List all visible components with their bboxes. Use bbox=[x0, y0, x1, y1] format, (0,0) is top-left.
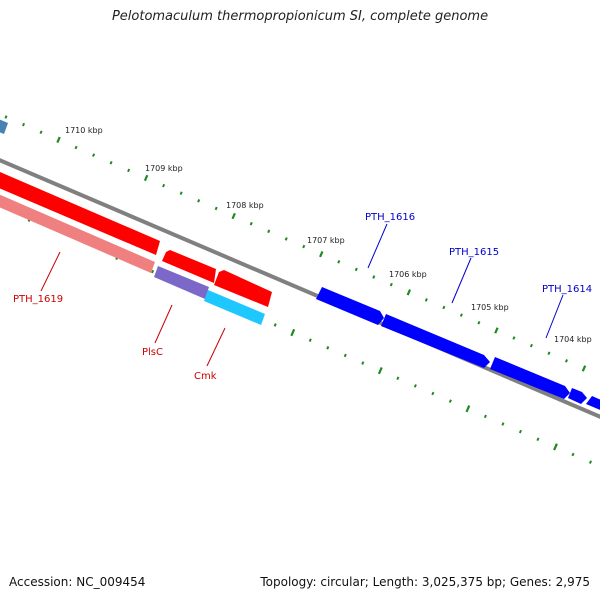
leader-pth1615 bbox=[451, 257, 472, 304]
outer-tick-8 bbox=[143, 174, 149, 182]
inner-tick-31 bbox=[536, 437, 540, 442]
gene-plsc-purple[interactable] bbox=[154, 266, 209, 299]
outer-tick-23 bbox=[406, 289, 412, 296]
gene-label-cmk[interactable]: Cmk bbox=[194, 371, 217, 382]
gene-pth1614-arrow[interactable] bbox=[490, 357, 570, 399]
leader-plsc bbox=[154, 304, 173, 344]
outer-tick-11 bbox=[197, 199, 201, 203]
outer-tick-28 bbox=[494, 327, 499, 334]
outer-tick-30 bbox=[529, 343, 533, 348]
gene-cmk-cyan[interactable] bbox=[204, 290, 265, 325]
gene-pth1619-arrow[interactable] bbox=[0, 172, 160, 255]
outer-tick-29 bbox=[512, 336, 516, 340]
outer-tick-25 bbox=[442, 305, 446, 310]
outer-tick-32 bbox=[564, 359, 568, 363]
inner-tick-27 bbox=[465, 405, 471, 413]
outer-tick-track bbox=[4, 115, 600, 378]
gene-arrow-1711 bbox=[0, 119, 8, 134]
inner-tick-34 bbox=[588, 460, 593, 464]
kbp-label-1709: 1709 kbp bbox=[145, 164, 183, 173]
topology-text: Topology: circular; Length: 3,025,375 bp… bbox=[260, 575, 590, 589]
outer-tick-14 bbox=[249, 221, 253, 226]
gene-label-pth1616[interactable]: PTH_1616 bbox=[365, 212, 415, 223]
gene-cmk-arrow[interactable] bbox=[214, 270, 272, 307]
leader-cmk bbox=[206, 327, 226, 367]
outer-tick-7 bbox=[127, 168, 131, 173]
outer-tick-31 bbox=[547, 351, 551, 356]
outer-tick-5 bbox=[92, 153, 96, 157]
leader-pth1614 bbox=[545, 294, 564, 339]
inner-tick-32 bbox=[553, 443, 558, 451]
inner-tick-17 bbox=[290, 328, 296, 337]
outer-tick-17 bbox=[302, 244, 306, 249]
outer-tick-13 bbox=[231, 212, 236, 220]
kbp-label-1706: 1706 kbp bbox=[389, 270, 427, 279]
gene-label-plsc[interactable]: PlsC bbox=[142, 347, 163, 358]
outer-tick-24 bbox=[424, 298, 428, 302]
inner-tick-21 bbox=[361, 361, 365, 365]
gene-pth1613-arrow[interactable] bbox=[568, 388, 587, 404]
outer-tick-4 bbox=[74, 145, 78, 150]
kbp-label-1710: 1710 kbp bbox=[65, 126, 103, 135]
inner-tick-20 bbox=[343, 353, 347, 358]
outer-tick-16 bbox=[284, 237, 288, 241]
outer-tick-1 bbox=[21, 122, 26, 127]
outer-tick-33 bbox=[581, 365, 587, 372]
leader-pth1619 bbox=[40, 251, 61, 292]
kbp-label-1707: 1707 kbp bbox=[307, 236, 345, 245]
accession-text: Accession: NC_009454 bbox=[9, 575, 146, 589]
inner-tick-9 bbox=[151, 269, 155, 274]
genome-backbone bbox=[0, 158, 600, 419]
gene-label-pth1619[interactable]: PTH_1619 bbox=[13, 294, 63, 305]
inner-tick-26 bbox=[448, 399, 452, 403]
kbp-label-1704: 1704 kbp bbox=[554, 335, 592, 344]
outer-tick-0 bbox=[4, 115, 8, 119]
gene-pth1619-light[interactable] bbox=[0, 193, 155, 273]
inner-tick-19 bbox=[326, 346, 330, 350]
outer-tick-22 bbox=[389, 282, 393, 287]
outer-tick-9 bbox=[162, 183, 166, 188]
gene-plsc-arrow[interactable] bbox=[162, 250, 216, 283]
reverse-gene-track bbox=[316, 287, 600, 414]
outer-tick-18 bbox=[319, 250, 324, 258]
inner-tick-18 bbox=[308, 338, 312, 342]
forward-gene-track bbox=[0, 172, 272, 325]
inner-tick-23 bbox=[396, 376, 400, 381]
outer-tick-10 bbox=[179, 191, 183, 195]
kbp-label-1708: 1708 kbp bbox=[226, 201, 264, 210]
outer-tick-3 bbox=[56, 136, 61, 144]
outer-tick-12 bbox=[214, 206, 218, 211]
inner-tick-22 bbox=[377, 367, 383, 375]
map-title: Pelotomaculum thermopropionicum SI, comp… bbox=[111, 9, 489, 24]
gene-pth1615-arrow[interactable] bbox=[381, 314, 490, 368]
inner-tick-28 bbox=[483, 414, 487, 419]
kbp-label-1705: 1705 kbp bbox=[471, 303, 509, 312]
outer-tick-26 bbox=[459, 313, 463, 317]
inner-tick-25 bbox=[431, 391, 435, 396]
inner-tick-30 bbox=[518, 429, 522, 434]
inner-tick-29 bbox=[501, 422, 505, 426]
gene-label-pth1615[interactable]: PTH_1615 bbox=[449, 247, 499, 258]
inner-tick-16 bbox=[273, 323, 277, 327]
outer-tick-2 bbox=[39, 130, 43, 135]
outer-tick-19 bbox=[337, 260, 341, 264]
outer-tick-15 bbox=[267, 229, 271, 234]
outer-tick-20 bbox=[354, 267, 358, 272]
gene-label-pth1614[interactable]: PTH_1614 bbox=[542, 284, 592, 295]
outer-tick-27 bbox=[477, 320, 481, 325]
outer-tick-6 bbox=[109, 160, 113, 165]
leader-pth1616 bbox=[367, 223, 388, 269]
gene-pth1616-arrow[interactable] bbox=[316, 287, 384, 325]
gene-pth1612-arrow[interactable] bbox=[586, 396, 600, 414]
outer-tick-21 bbox=[372, 275, 376, 279]
inner-tick-33 bbox=[571, 452, 575, 457]
inner-tick-24 bbox=[413, 384, 417, 388]
